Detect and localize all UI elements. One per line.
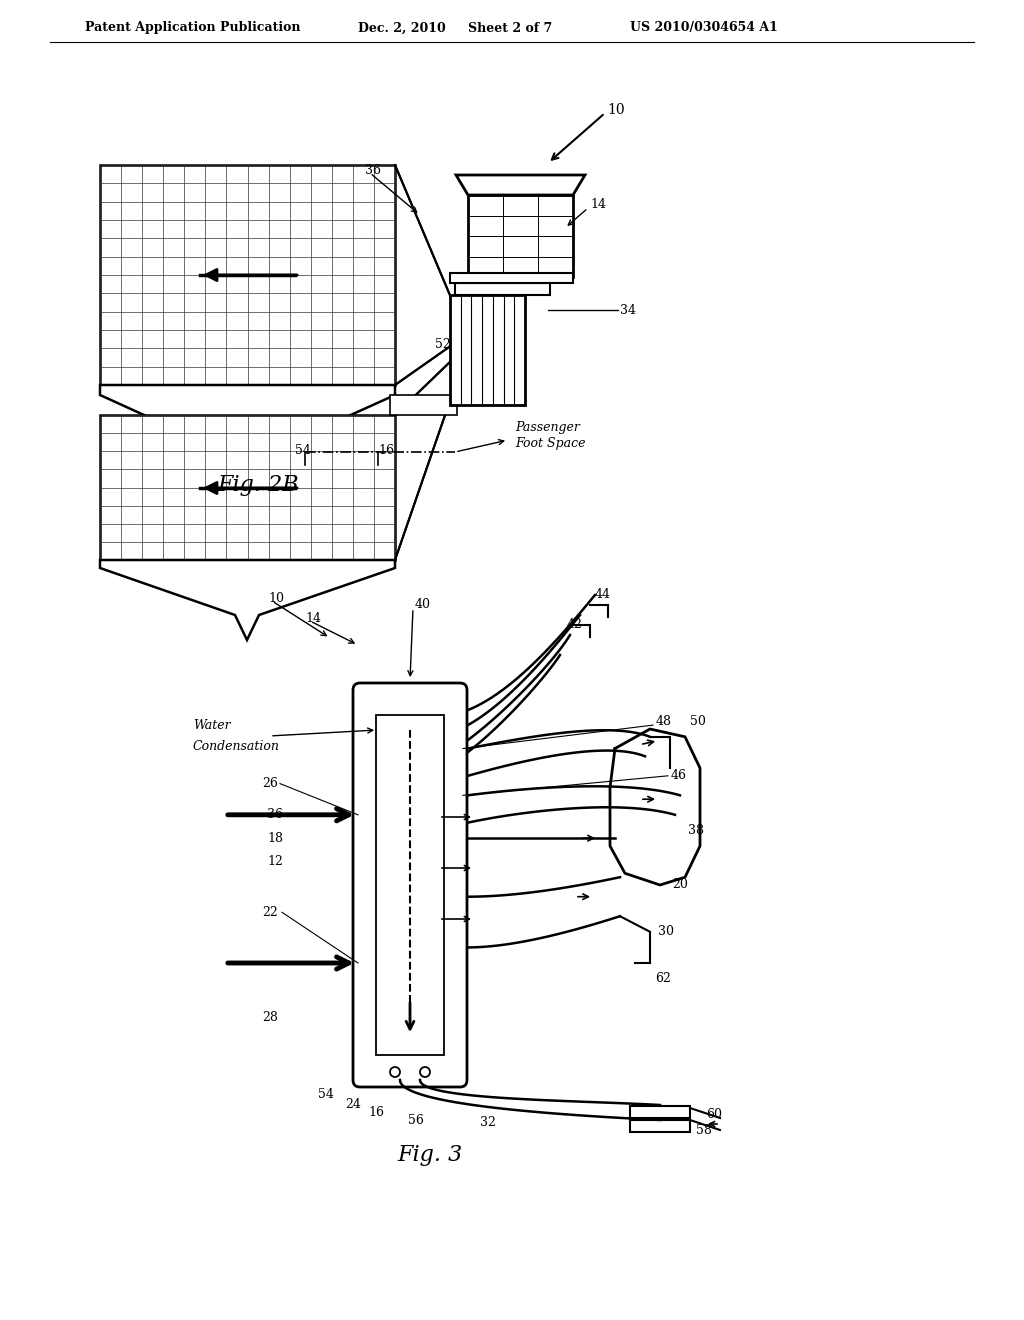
Text: 10: 10 (268, 591, 284, 605)
Text: Fig. 3: Fig. 3 (397, 1144, 463, 1166)
Text: 54: 54 (295, 444, 311, 457)
Circle shape (420, 1067, 430, 1077)
Text: 40: 40 (415, 598, 431, 611)
Polygon shape (395, 165, 452, 385)
FancyBboxPatch shape (353, 682, 467, 1086)
Text: Patent Application Publication: Patent Application Publication (85, 21, 300, 34)
Text: 54: 54 (318, 1089, 334, 1101)
Text: 12: 12 (267, 855, 283, 869)
Bar (455, 282, 550, 294)
Bar (376, 715, 444, 1055)
Text: 18: 18 (267, 832, 283, 845)
Text: US 2010/0304654 A1: US 2010/0304654 A1 (630, 21, 778, 34)
Circle shape (390, 1067, 400, 1077)
Bar (450, 294, 525, 405)
Text: 32: 32 (480, 1115, 496, 1129)
Polygon shape (456, 176, 585, 195)
Text: 34: 34 (620, 304, 636, 317)
Text: 16: 16 (368, 1106, 384, 1118)
Text: 14: 14 (305, 611, 321, 624)
Text: Passenger: Passenger (515, 421, 580, 434)
Text: 28: 28 (262, 1011, 278, 1024)
Text: Dec. 2, 2010: Dec. 2, 2010 (358, 21, 445, 34)
Text: 42: 42 (567, 619, 583, 631)
Bar (100, 165, 395, 385)
Text: Sheet 2 of 7: Sheet 2 of 7 (468, 21, 552, 34)
Polygon shape (395, 360, 452, 560)
Text: 22: 22 (262, 906, 278, 919)
Text: 14: 14 (590, 198, 606, 211)
Bar (450, 273, 573, 282)
Text: 56: 56 (408, 1114, 424, 1126)
Text: Fig. 2B: Fig. 2B (217, 474, 299, 496)
Text: 46: 46 (671, 770, 687, 783)
Bar (390, 395, 457, 414)
Text: 30: 30 (658, 925, 674, 939)
Text: 36: 36 (267, 808, 283, 821)
Text: 20: 20 (672, 879, 688, 891)
Text: 16: 16 (378, 444, 394, 457)
Text: 44: 44 (595, 589, 611, 602)
Text: 60: 60 (706, 1109, 722, 1122)
Polygon shape (100, 385, 395, 484)
Text: 24: 24 (345, 1098, 360, 1111)
Text: Foot Space: Foot Space (515, 437, 586, 450)
Text: 58: 58 (696, 1123, 712, 1137)
Bar (630, 1106, 690, 1118)
Text: 38: 38 (688, 824, 705, 837)
Text: 48: 48 (656, 714, 672, 727)
Bar (630, 1119, 690, 1133)
Text: 50: 50 (690, 714, 706, 727)
Text: 10: 10 (607, 103, 625, 117)
Text: Condensation: Condensation (193, 741, 280, 754)
Text: 52: 52 (435, 338, 451, 351)
Polygon shape (100, 560, 395, 640)
Text: 36: 36 (365, 164, 381, 177)
Bar (100, 414, 395, 560)
Text: Water: Water (193, 718, 230, 731)
Bar (468, 195, 573, 277)
Text: 62: 62 (655, 972, 671, 985)
Text: 26: 26 (262, 777, 278, 791)
